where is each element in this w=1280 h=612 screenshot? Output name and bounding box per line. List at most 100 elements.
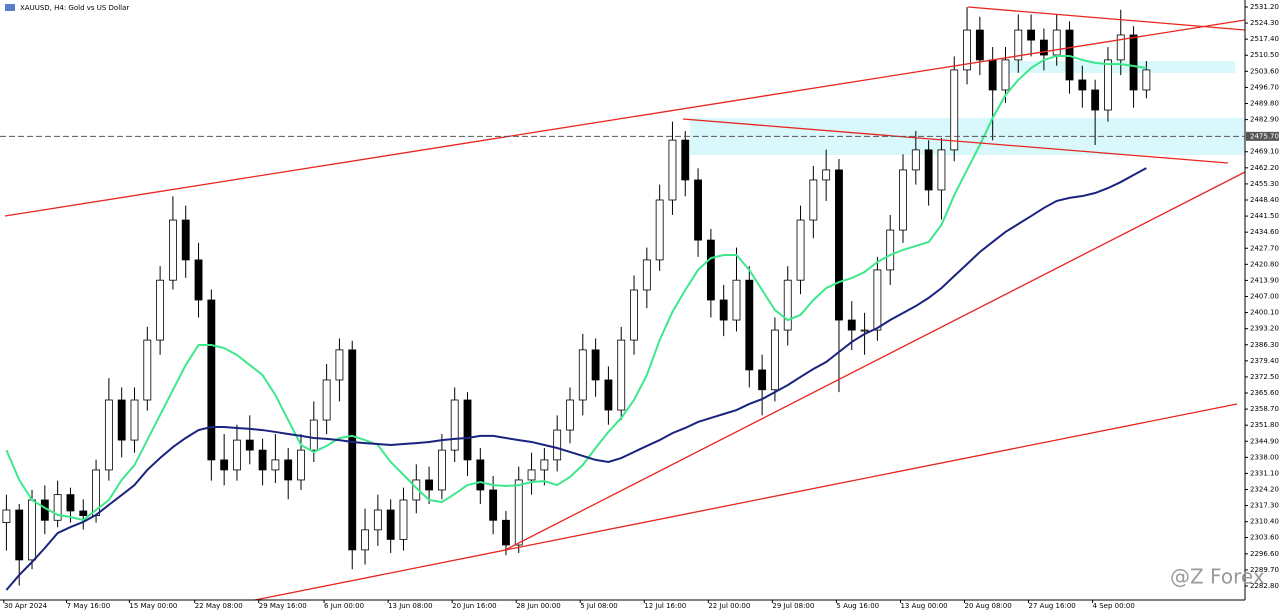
watermark: @Z Forex [1170, 565, 1265, 589]
y-tick-label: 2413.90 [1250, 276, 1279, 284]
candle-body [1052, 29, 1061, 56]
x-tick-label: 22 Jul 00:00 [708, 602, 750, 610]
y-tick-label: 2344.90 [1250, 437, 1279, 445]
candle-body [181, 219, 190, 261]
candle-body [553, 429, 562, 461]
candle-body [835, 169, 843, 321]
candle-body [706, 239, 715, 301]
candle-body [796, 219, 805, 281]
moving-average [5, 54, 1147, 522]
candle-body [53, 494, 62, 521]
y-tick-label: 2365.60 [1250, 389, 1279, 397]
candle-body [719, 299, 728, 321]
y-tick-label: 2434.60 [1250, 228, 1279, 236]
y-tick-label: 2317.30 [1250, 502, 1279, 510]
candle-body [527, 469, 536, 481]
x-tick-label: 29 May 16:00 [259, 602, 307, 610]
candle-body [15, 509, 24, 561]
candle-body [143, 339, 152, 401]
candle-body [66, 494, 75, 512]
candle-body [168, 219, 177, 281]
y-tick-label: 2510.50 [1250, 51, 1279, 59]
candle-body [514, 479, 523, 546]
candle-body [642, 259, 651, 291]
y-tick-label: 2462.20 [1250, 164, 1279, 172]
candle-body [194, 259, 203, 301]
candle-body [348, 349, 357, 551]
x-tick-label: 12 Jul 16:00 [644, 602, 686, 610]
candle-body [104, 399, 113, 471]
x-tick-label: 30 Apr 2024 [4, 602, 48, 610]
y-tick-label: 2289.70 [1250, 566, 1279, 574]
current-price-box [1246, 131, 1279, 141]
candle-body [911, 149, 920, 171]
y-tick-label: 2282.80 [1250, 582, 1279, 590]
candle-body [886, 229, 895, 271]
y-tick-label: 2496.70 [1250, 83, 1279, 91]
candle-body [591, 349, 600, 381]
candle-body [1039, 39, 1048, 56]
zone-upper [1005, 61, 1235, 73]
candle-body [1104, 59, 1112, 111]
chart-title: XAUUSD, H4: Gold vs US Dollar [20, 4, 129, 12]
plot [2, 6, 1151, 591]
trendlines [4, 6, 1246, 601]
y-tick-label: 2427.70 [1250, 244, 1279, 252]
candle-body [988, 59, 997, 91]
y-tick-label: 2393.20 [1250, 325, 1279, 333]
candle-body [220, 459, 229, 471]
candle-body [79, 510, 88, 517]
candle-body [1129, 34, 1138, 91]
candle-body [117, 399, 126, 441]
channel-lower [254, 403, 1238, 601]
candle-body [399, 499, 408, 540]
y-tick-label: 2386.30 [1250, 341, 1279, 349]
x-tick-label: 13 Jun 08:00 [388, 602, 432, 610]
y-tick-label: 2379.40 [1250, 357, 1279, 365]
y-tick-label: 2469.10 [1250, 148, 1279, 156]
candle-body [207, 299, 216, 461]
candle-body [975, 29, 984, 61]
x-tick-label: 27 Aug 16:00 [1029, 602, 1076, 610]
candle-body [873, 269, 882, 331]
symbol-icon [5, 4, 15, 11]
candle-body [694, 179, 702, 241]
y-tick-label: 2407.00 [1250, 293, 1279, 301]
candle-body [809, 179, 818, 221]
candle-body [361, 529, 369, 551]
candle-body [771, 329, 779, 391]
candle-body [373, 509, 382, 531]
candle-body [335, 349, 344, 381]
candle-body [566, 399, 574, 431]
x-tick-label: 13 Aug 00:00 [900, 602, 947, 610]
y-tick-label: 2358.70 [1250, 405, 1279, 413]
candle-body [847, 319, 856, 331]
x-tick-label: 29 Jul 08:00 [772, 602, 814, 610]
x-tick-label: 20 Jun 16:00 [452, 602, 496, 610]
x-tick-label: 5 Jul 08:00 [580, 602, 618, 610]
x-tick-label: 22 May 08:00 [195, 602, 243, 610]
candle-body [681, 139, 690, 181]
y-tick-label: 2531.20 [1250, 3, 1279, 11]
candle-body [156, 279, 165, 341]
x-tick-label: 4 Sep 00:00 [1093, 602, 1135, 610]
y-tick-label: 2517.40 [1250, 35, 1279, 43]
candle-body [1027, 29, 1036, 41]
candle-body [578, 349, 587, 401]
candle-body [502, 519, 510, 546]
x-tick-label: 7 May 16:00 [67, 602, 111, 610]
candle-body [476, 459, 485, 491]
candle-body [130, 399, 139, 441]
candle-body [425, 479, 434, 491]
current-price-label: 2475.70 [1250, 132, 1279, 140]
candle-body [258, 449, 267, 471]
y-tick-label: 2296.60 [1250, 550, 1279, 558]
candle-body [745, 279, 754, 371]
candle-body [732, 279, 741, 321]
resistance-line [967, 6, 1246, 31]
candle-body [1091, 89, 1100, 111]
candle-body [386, 509, 395, 540]
